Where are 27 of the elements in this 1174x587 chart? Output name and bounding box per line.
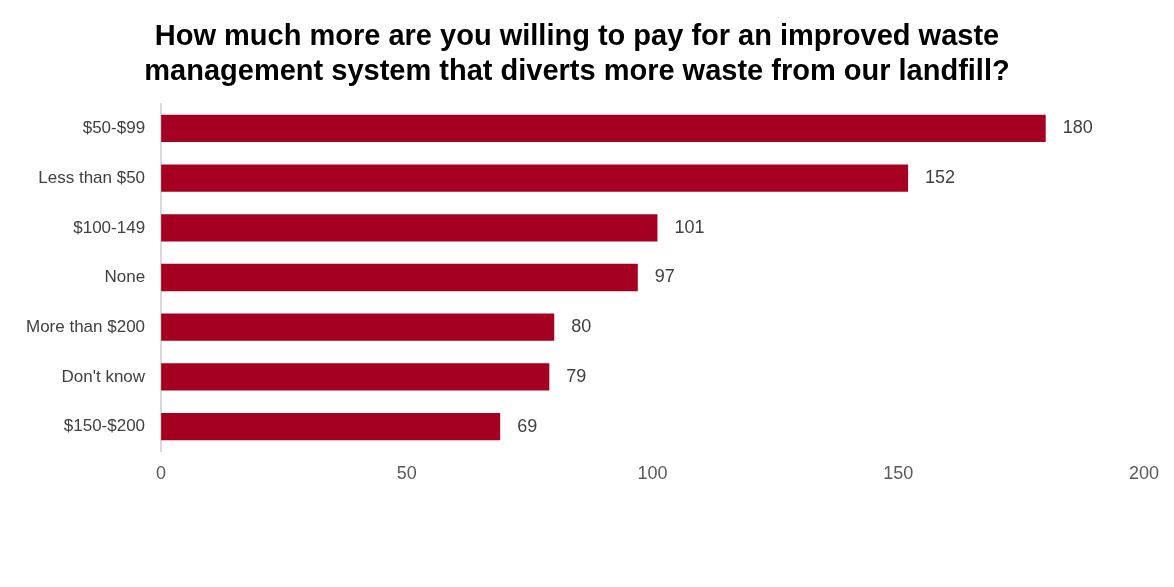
data-label: 80 [571,316,592,337]
data-label: 97 [654,266,675,287]
bar [161,412,501,441]
bar [161,114,1046,143]
chart-title: How much more are you willing to pay for an improved waste management system that diverts more waste from our landfill? [144,19,1010,87]
y-tick-label: $50-$99 [82,118,146,138]
bar [161,164,909,192]
x-tick-label: 50 [396,463,417,484]
data-label: 79 [566,365,587,386]
y-tick-label: Less than $50 [38,167,146,187]
data-label: 180 [1062,117,1093,138]
x-tick-label: 100 [637,463,668,484]
data-label: 152 [925,167,956,188]
bar [161,363,550,391]
x-tick-label: 200 [1128,463,1160,484]
y-tick-label: $100-149 [73,217,146,237]
y-tick-label: None [104,267,146,287]
data-label: 69 [517,415,538,436]
x-tick-label: 0 [156,463,167,484]
bar [161,263,638,292]
y-tick-label: $150-$200 [63,416,146,436]
bar [161,214,658,242]
data-label: 101 [674,216,705,237]
x-tick-label: 150 [883,463,914,484]
y-tick-label: Don't know [61,366,146,386]
bar [161,313,555,341]
y-tick-label: More than $200 [25,316,146,336]
